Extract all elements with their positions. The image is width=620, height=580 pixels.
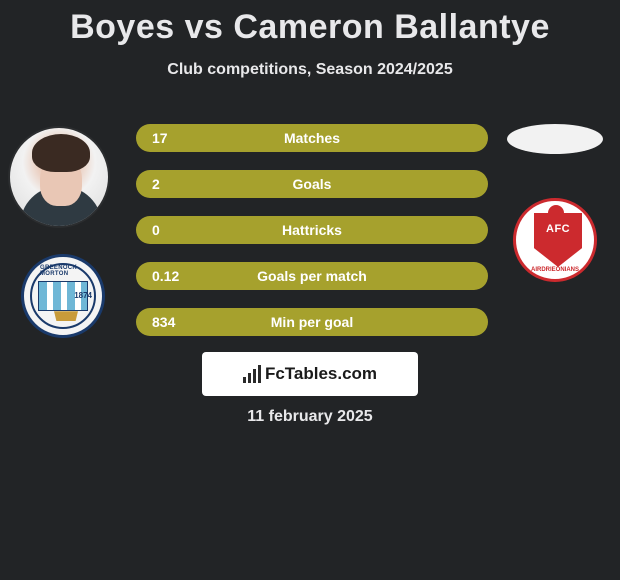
stat-label: Hattricks (184, 222, 440, 238)
club-badge-left: GREENOCK MORTON 1874 (21, 254, 105, 338)
footer-brand-box: FcTables.com (202, 352, 418, 396)
stat-label: Min per goal (184, 314, 440, 330)
club-right-badge-text: AFC (546, 223, 570, 235)
right-player-column: AFC AIRDRIEONIANS (500, 120, 610, 282)
stat-row-hattricks: 0 Hattricks (136, 216, 488, 244)
stat-label: Goals per match (184, 268, 440, 284)
subtitle: Club competitions, Season 2024/2025 (0, 61, 620, 79)
stat-left-value: 17 (136, 130, 184, 146)
stat-left-value: 0 (136, 222, 184, 238)
bars-icon (243, 365, 261, 383)
club-right-subtext: AIRDRIEONIANS (516, 267, 594, 273)
stats-container: 17 Matches 2 Goals 0 Hattricks 0.12 Goal… (136, 124, 488, 354)
footer-brand-text: FcTables.com (265, 364, 377, 384)
stat-left-value: 2 (136, 176, 184, 192)
player-photo-left (8, 126, 110, 228)
left-player-column: GREENOCK MORTON 1874 (8, 126, 118, 338)
stat-label: Goals (184, 176, 440, 192)
stat-left-value: 0.12 (136, 268, 184, 284)
stat-left-value: 834 (136, 314, 184, 330)
page-title: Boyes vs Cameron Ballantye (0, 0, 620, 47)
stat-row-min-per-goal: 834 Min per goal (136, 308, 488, 336)
fctables-logo: FcTables.com (243, 364, 377, 384)
stat-row-matches: 17 Matches (136, 124, 488, 152)
stat-row-goals-per-match: 0.12 Goals per match (136, 262, 488, 290)
footer-date: 11 february 2025 (0, 408, 620, 426)
club-left-year: 1874 (74, 291, 92, 300)
stat-label: Matches (184, 130, 440, 146)
club-left-name: GREENOCK MORTON (40, 265, 102, 277)
stat-row-goals: 2 Goals (136, 170, 488, 198)
player-photo-right-placeholder (507, 124, 603, 154)
club-badge-right: AFC AIRDRIEONIANS (513, 198, 597, 282)
